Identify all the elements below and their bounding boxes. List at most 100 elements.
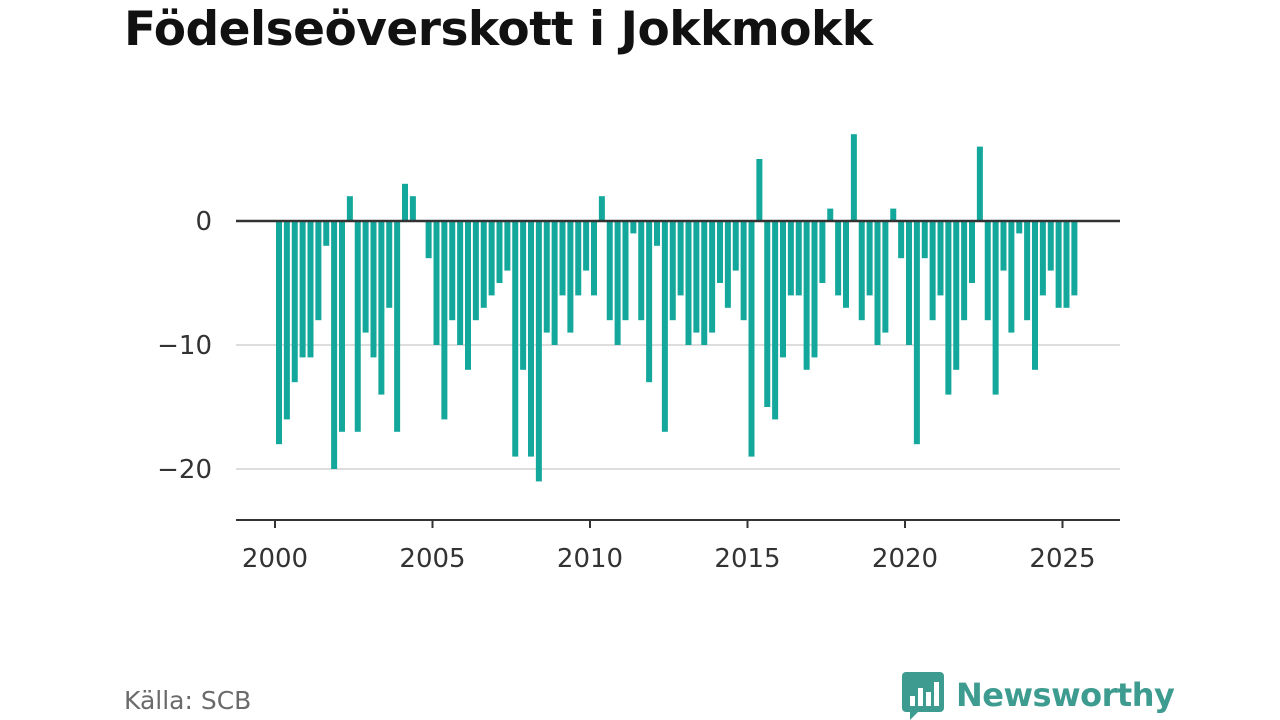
bar <box>953 221 960 370</box>
bar <box>425 221 432 259</box>
bar <box>1055 221 1062 308</box>
bar <box>945 221 952 395</box>
bar <box>937 221 944 296</box>
bar <box>795 221 802 296</box>
bar <box>669 221 676 321</box>
bar <box>394 221 401 432</box>
bar <box>677 221 684 296</box>
bar <box>992 221 999 395</box>
bar <box>583 221 590 271</box>
bar <box>921 221 928 259</box>
bar <box>480 221 487 308</box>
bar <box>307 221 314 358</box>
y-tick-label: −20 <box>157 455 212 485</box>
bar <box>693 221 700 333</box>
bar <box>520 221 527 370</box>
gridlines <box>236 344 1120 470</box>
axes <box>236 219 1120 528</box>
bar <box>772 221 779 420</box>
bar <box>559 221 566 296</box>
source-note: Källa: SCB <box>124 686 252 715</box>
bar <box>890 208 897 221</box>
bar <box>740 221 747 321</box>
bar <box>819 221 826 283</box>
bar <box>370 221 377 358</box>
bar <box>661 221 668 432</box>
bar <box>1071 221 1078 296</box>
bar <box>961 221 968 321</box>
bar <box>504 221 511 271</box>
bar <box>346 196 353 221</box>
brand-logo: Newsworthy <box>902 670 1175 720</box>
bar <box>780 221 786 358</box>
bar <box>756 159 763 221</box>
bar <box>1016 221 1023 234</box>
bar <box>354 221 361 432</box>
bar <box>1024 221 1031 321</box>
bar <box>386 221 393 308</box>
bar <box>283 221 290 420</box>
bar <box>496 221 503 283</box>
bar <box>874 221 881 345</box>
bar <box>803 221 810 370</box>
bar <box>858 221 865 321</box>
bar <box>709 221 716 333</box>
bar <box>787 221 794 296</box>
bar <box>685 221 692 345</box>
bar <box>315 221 322 321</box>
bar <box>535 221 542 482</box>
bar <box>378 221 385 395</box>
bar <box>433 221 440 345</box>
y-tick-label: −10 <box>157 331 212 361</box>
bar <box>969 221 975 283</box>
bar <box>1032 221 1038 370</box>
bar <box>984 221 991 321</box>
x-tick-label: 2000 <box>242 544 308 574</box>
bar <box>1039 221 1046 296</box>
bar <box>291 221 298 383</box>
chart-title: Födelseöverskott i Jokkmokk <box>124 2 873 57</box>
bar <box>835 221 842 296</box>
bar <box>913 221 920 445</box>
bar <box>850 134 857 221</box>
bar <box>276 221 282 445</box>
brand-name: Newsworthy <box>956 676 1175 714</box>
x-tick-label: 2005 <box>399 544 465 574</box>
bar <box>701 221 708 345</box>
bar <box>630 221 637 234</box>
bar <box>654 221 660 246</box>
bars <box>276 134 1078 482</box>
bar <box>488 221 495 296</box>
bar <box>638 221 645 321</box>
bar <box>622 221 629 321</box>
bar <box>591 221 597 296</box>
bar <box>457 221 464 345</box>
bar <box>465 221 471 370</box>
bar <box>1008 221 1015 333</box>
y-tick-label: 0 <box>195 207 212 237</box>
bar <box>866 221 873 296</box>
bar <box>449 221 456 321</box>
bar <box>362 221 369 333</box>
bar <box>575 221 582 296</box>
bar <box>409 196 416 221</box>
x-tick-label: 2015 <box>714 544 780 574</box>
bar <box>929 221 936 321</box>
bar <box>843 221 849 308</box>
bar <box>528 221 534 457</box>
bar <box>543 221 550 333</box>
bar <box>898 221 905 259</box>
bar <box>331 221 338 469</box>
bar <box>748 221 755 457</box>
bar <box>512 221 519 457</box>
bar <box>299 221 306 358</box>
bar <box>1063 221 1070 308</box>
bar <box>717 221 723 283</box>
bar <box>402 183 408 221</box>
bar <box>976 146 983 221</box>
bar <box>764 221 771 407</box>
bar <box>323 221 330 246</box>
bar <box>1000 221 1007 271</box>
bar <box>882 221 889 333</box>
